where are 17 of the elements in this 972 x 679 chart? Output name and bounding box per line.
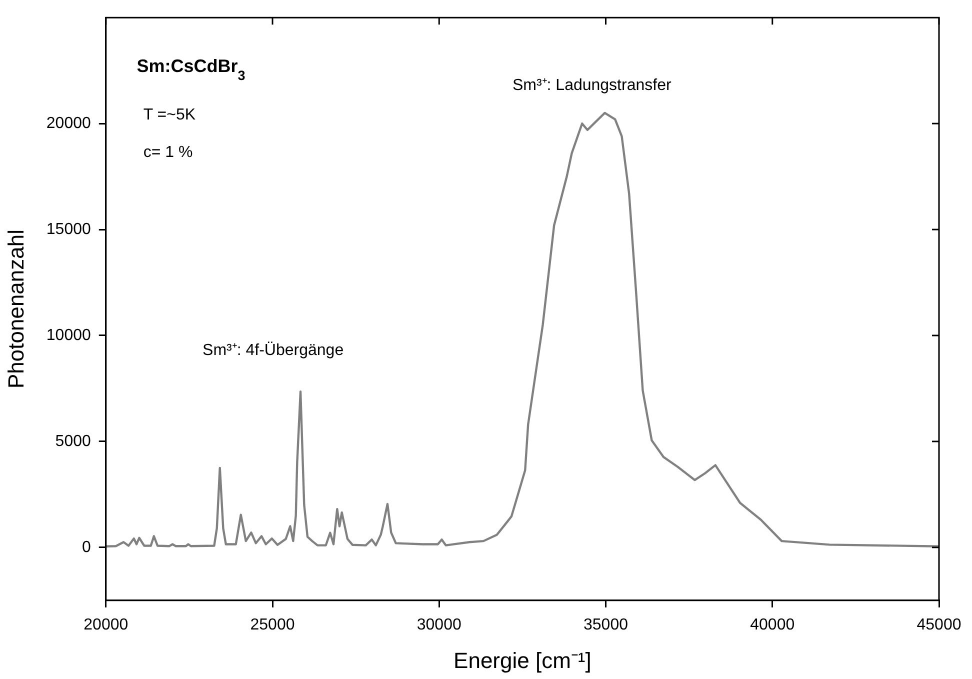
x-tick-label: 25000	[250, 616, 295, 634]
annotation: Sm³⁺: 4f-Übergänge	[202, 341, 344, 360]
x-tick-label: 30000	[416, 616, 462, 634]
y-tick-label: 15000	[46, 220, 91, 238]
annotation: Sm³⁺: Ladungstransfer	[512, 76, 672, 94]
annotation: c= 1 %	[143, 144, 193, 161]
x-tick-label: 20000	[84, 616, 128, 634]
y-tick-label: 5000	[55, 432, 91, 450]
y-axis-title: Photonenanzahl	[3, 229, 28, 389]
y-tick-label: 20000	[46, 114, 91, 132]
y-tick-label: 0	[82, 538, 91, 556]
x-tick-label: 45000	[916, 616, 962, 634]
annotation: T =~5K	[143, 106, 196, 124]
x-tick-label: 35000	[584, 616, 628, 634]
x-axis-title: Energie [cm⁻¹]	[454, 648, 592, 673]
y-tick-label: 10000	[46, 326, 91, 344]
x-tick-label: 40000	[750, 616, 795, 634]
